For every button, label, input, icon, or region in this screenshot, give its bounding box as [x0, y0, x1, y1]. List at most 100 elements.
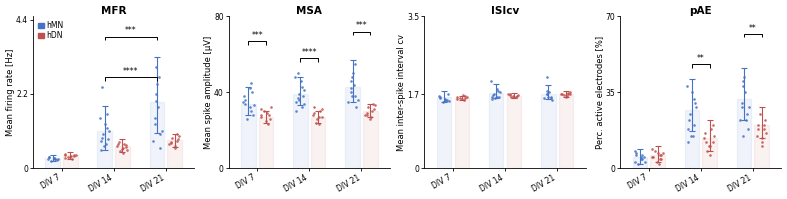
Point — [50, 158, 63, 161]
Point — [753, 112, 766, 115]
Point — [630, 153, 642, 157]
Text: ****: **** — [123, 67, 139, 76]
Bar — [455, 98, 469, 168]
Title: pAE: pAE — [689, 6, 712, 16]
Point — [246, 91, 259, 94]
Point — [100, 143, 113, 146]
Point — [291, 96, 304, 100]
Bar — [294, 94, 308, 168]
Point — [59, 152, 72, 156]
Bar — [541, 94, 556, 168]
Point — [265, 106, 278, 109]
Point — [116, 147, 128, 150]
Point — [512, 94, 524, 97]
Bar — [241, 104, 256, 168]
Point — [172, 138, 184, 141]
Point — [297, 94, 309, 98]
Point — [255, 108, 268, 111]
Point — [154, 146, 167, 149]
Point — [290, 100, 303, 103]
Point — [306, 113, 319, 117]
Point — [294, 79, 307, 82]
Point — [687, 97, 700, 100]
Point — [150, 82, 163, 85]
Point — [701, 149, 714, 152]
Point — [359, 113, 371, 117]
Point — [289, 75, 301, 79]
Point — [759, 119, 771, 122]
Point — [507, 94, 519, 97]
Point — [453, 96, 466, 100]
Point — [487, 94, 500, 97]
Point — [264, 117, 276, 120]
Point — [646, 156, 659, 159]
Point — [541, 75, 553, 79]
Point — [437, 101, 449, 104]
Point — [312, 123, 325, 126]
Point — [346, 72, 359, 75]
Point — [150, 99, 162, 102]
Point — [685, 134, 697, 137]
Point — [681, 84, 693, 87]
Point — [682, 128, 694, 131]
Point — [629, 149, 641, 152]
Point — [555, 93, 567, 96]
Point — [238, 98, 251, 101]
Point — [739, 91, 752, 94]
Point — [758, 128, 770, 131]
Title: MSA: MSA — [297, 6, 322, 16]
Point — [689, 101, 701, 105]
Point — [170, 139, 183, 143]
Point — [683, 119, 696, 122]
Point — [262, 123, 275, 126]
Point — [451, 97, 464, 100]
Point — [255, 115, 268, 118]
Point — [741, 128, 754, 131]
Point — [740, 119, 752, 122]
Point — [102, 129, 115, 133]
Point — [563, 91, 576, 94]
Point — [737, 134, 750, 137]
Point — [293, 98, 305, 101]
Point — [654, 158, 667, 161]
Point — [636, 158, 648, 161]
Point — [257, 110, 270, 113]
Point — [736, 106, 748, 109]
Point — [699, 132, 711, 135]
Point — [560, 95, 572, 98]
Point — [312, 115, 325, 118]
Point — [704, 145, 717, 148]
Point — [504, 93, 516, 96]
Bar — [559, 94, 573, 168]
Point — [646, 147, 659, 150]
Bar — [63, 155, 78, 168]
Point — [149, 116, 161, 119]
Bar — [259, 117, 273, 168]
Point — [653, 162, 666, 165]
Point — [94, 139, 107, 143]
Bar — [437, 98, 452, 168]
Point — [491, 96, 504, 99]
Point — [114, 149, 127, 152]
Point — [254, 113, 267, 117]
Point — [97, 133, 109, 136]
Point — [345, 94, 358, 98]
Point — [461, 95, 474, 99]
Point — [560, 94, 573, 97]
Point — [360, 113, 373, 117]
Point — [752, 128, 764, 131]
Point — [441, 98, 453, 101]
Point — [42, 155, 55, 158]
Point — [756, 140, 769, 144]
Point — [99, 123, 112, 126]
Point — [512, 94, 524, 97]
Legend: hMN, hDN: hMN, hDN — [37, 20, 64, 41]
Point — [707, 140, 719, 144]
Point — [96, 136, 109, 139]
Point — [545, 96, 557, 100]
Point — [152, 106, 164, 109]
Bar — [345, 87, 360, 168]
Point — [655, 153, 667, 157]
Bar — [755, 125, 769, 168]
Point — [457, 98, 470, 101]
